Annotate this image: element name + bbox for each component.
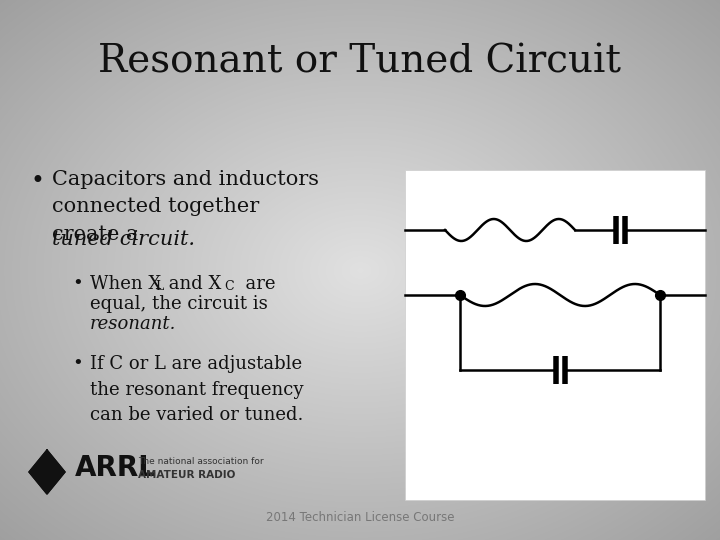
Text: If C or L are adjustable
the resonant frequency
can be varied or tuned.: If C or L are adjustable the resonant fr… (90, 355, 304, 424)
Text: Resonant or Tuned Circuit: Resonant or Tuned Circuit (99, 44, 621, 80)
Text: AMATEUR RADIO: AMATEUR RADIO (138, 470, 235, 480)
Text: and X: and X (163, 275, 221, 293)
Text: •: • (30, 170, 44, 193)
Text: tuned circuit.: tuned circuit. (52, 230, 195, 249)
Text: The national association for: The national association for (138, 457, 264, 467)
Text: •: • (72, 275, 83, 293)
Polygon shape (29, 450, 65, 494)
Text: ARRL: ARRL (75, 454, 157, 482)
Text: resonant.: resonant. (90, 315, 176, 333)
Text: C: C (224, 280, 233, 293)
Text: L: L (155, 280, 163, 293)
Text: 2014 Technician License Course: 2014 Technician License Course (266, 511, 454, 524)
Text: equal, the circuit is: equal, the circuit is (90, 295, 268, 313)
Bar (405, 170, 705, 500)
Text: are: are (234, 275, 276, 293)
Text: •: • (72, 355, 83, 373)
Text: When X: When X (90, 275, 161, 293)
Text: Capacitors and inductors
connected together
create a: Capacitors and inductors connected toget… (52, 170, 319, 244)
